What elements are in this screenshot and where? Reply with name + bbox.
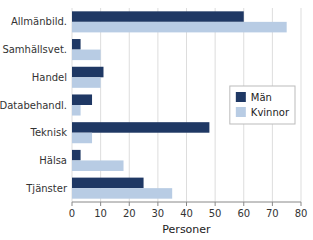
- grid-line: [129, 8, 130, 202]
- tick-label: 20: [123, 208, 136, 219]
- legend-label: Kvinnor: [251, 107, 290, 118]
- grid: [72, 8, 301, 202]
- y-axis: Allmänbild. Samhällsvet. Handel Databehandl…: [0, 16, 68, 193]
- bar: [72, 22, 287, 33]
- tick: [301, 202, 302, 206]
- tick: [243, 202, 244, 206]
- tick: [272, 202, 273, 206]
- bar: [72, 77, 101, 88]
- bar: [72, 39, 81, 50]
- tick-label: Hälsa: [39, 155, 67, 166]
- tick: [72, 202, 73, 206]
- tick-label: Handel: [32, 72, 67, 83]
- tick-label: Databehandl.: [0, 100, 67, 111]
- x-axis: 0 10 20 30 40 50 60 70 80: [69, 202, 308, 219]
- bar: [72, 133, 92, 144]
- legend-swatch: [236, 92, 246, 102]
- tick-label: Teknisk: [30, 127, 68, 138]
- tick-label: Samhällsvet.: [2, 44, 67, 55]
- tick: [215, 202, 216, 206]
- bar: [72, 94, 92, 105]
- tick: [186, 202, 187, 206]
- bar: [72, 50, 101, 61]
- legend-label: Män: [251, 92, 272, 103]
- legend: Män Kvinnor: [230, 86, 295, 124]
- grid-line: [157, 8, 158, 202]
- grid-line: [100, 8, 101, 202]
- axis-label: Personer: [162, 223, 211, 236]
- grid-line: [186, 8, 187, 202]
- legend-swatch: [236, 107, 246, 117]
- chart: 0 10 20 30 40 50 60 70 80 Personer Allmänbild. Samh…: [0, 0, 313, 240]
- tick-label: 80: [295, 208, 308, 219]
- bar: [72, 188, 172, 199]
- legend-box: [230, 86, 295, 124]
- tick: [157, 202, 158, 206]
- tick-label: 60: [237, 208, 250, 219]
- tick-label: Allmänbild.: [11, 16, 67, 27]
- tick-label: 30: [152, 208, 165, 219]
- bar: [72, 150, 81, 161]
- tick-label: 0: [69, 208, 75, 219]
- tick-label: Tjänster: [25, 183, 68, 194]
- tick-label: 70: [266, 208, 279, 219]
- tick: [129, 202, 130, 206]
- tick-label: 50: [209, 208, 222, 219]
- bar: [72, 122, 209, 133]
- tick-label: 10: [94, 208, 107, 219]
- bar: [72, 105, 81, 116]
- bar: [72, 67, 103, 78]
- grid-line: [301, 8, 302, 202]
- tick-label: 40: [180, 208, 193, 219]
- grid-line: [215, 8, 216, 202]
- tick: [100, 202, 101, 206]
- bar: [72, 178, 144, 189]
- bar: [72, 160, 124, 171]
- bar: [72, 11, 244, 22]
